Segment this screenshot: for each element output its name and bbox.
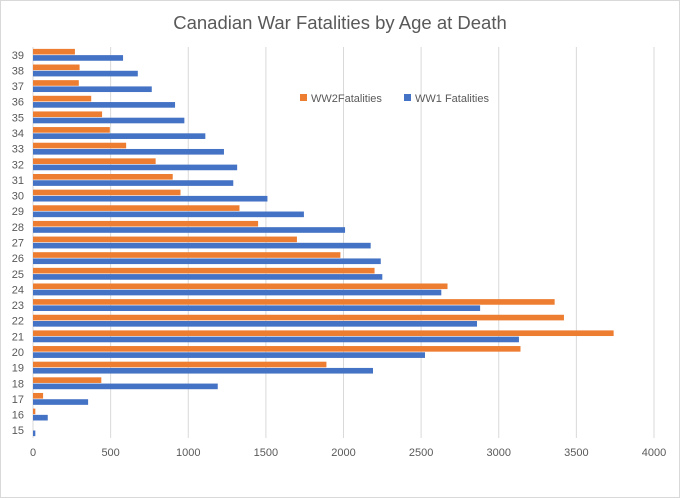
y-tick-label: 22 (12, 316, 24, 328)
x-tick-label: 3000 (487, 447, 511, 459)
bar-ww1 (33, 195, 268, 202)
y-tick-label: 23 (12, 300, 24, 312)
legend: WW2Fatalities WW1 Fatalities (300, 93, 489, 105)
bar-ww1 (33, 289, 442, 296)
y-tick-label: 24 (12, 284, 24, 296)
y-tick-label: 35 (12, 112, 24, 124)
y-tick-label: 16 (12, 410, 24, 422)
y-tick-label: 19 (12, 363, 24, 375)
bar-ww2 (33, 111, 103, 118)
y-tick-label: 17 (12, 394, 24, 406)
bar-ww2 (33, 267, 375, 274)
bar-ww1 (33, 211, 304, 218)
bar-ww2 (33, 158, 156, 164)
bar-ww2 (33, 361, 327, 368)
bar-ww1 (33, 321, 478, 327)
bar-ww1 (33, 102, 176, 108)
bars (33, 48, 614, 437)
bar-ww2 (33, 283, 448, 290)
bar-ww1 (33, 399, 89, 405)
x-tick-label: 3500 (564, 447, 588, 459)
x-tick-labels: 0 500 1000 1500 2000 2500 3000 3500 4000 (30, 447, 666, 459)
x-tick-label: 0 (30, 447, 36, 459)
bar-ww1 (33, 414, 48, 421)
y-tick-label: 26 (12, 253, 24, 265)
bar-ww2 (33, 173, 173, 180)
bar-ww1 (33, 352, 426, 358)
y-tick-label: 37 (12, 81, 24, 93)
bar-ww1 (33, 180, 234, 186)
bar-ww2 (33, 408, 36, 415)
bar-ww1 (33, 133, 206, 139)
bar-ww1 (33, 164, 238, 171)
bar-ww1 (33, 383, 218, 390)
y-tick-label: 39 (12, 50, 24, 62)
bar-ww1 (33, 305, 481, 312)
bar-ww1 (33, 55, 124, 61)
x-tick-label: 1500 (254, 447, 278, 459)
bar-ww1 (33, 117, 185, 124)
y-tick-label: 27 (12, 238, 24, 250)
x-tick-label: 500 (101, 447, 119, 459)
bar-ww2 (33, 377, 102, 383)
y-tick-labels: 15 16 17 18 19 20 21 22 23 24 25 26 27 28 29 30 31 32 33 34… (12, 50, 24, 437)
y-tick-label: 28 (12, 222, 24, 234)
y-tick-label: 31 (12, 175, 24, 187)
bar-ww1 (33, 242, 371, 249)
bar-ww1 (33, 227, 346, 233)
legend-swatch (300, 94, 307, 101)
bar-ww1 (33, 70, 138, 77)
bar-ww2 (33, 64, 80, 71)
bar-ww2 (33, 80, 79, 86)
bar-ww1 (33, 336, 519, 343)
bar-ww2 (33, 346, 521, 352)
y-tick-label: 32 (12, 159, 24, 171)
y-tick-label: 20 (12, 347, 24, 359)
y-tick-label: 33 (12, 144, 24, 156)
bar-ww2 (33, 236, 297, 243)
bar-ww2 (33, 314, 564, 321)
bar-ww2 (33, 392, 44, 399)
x-tick-label: 1000 (176, 447, 200, 459)
legend-label: WW2Fatalities (311, 93, 382, 105)
y-tick-label: 38 (12, 65, 24, 77)
bar-ww2 (33, 220, 259, 227)
legend-swatch (404, 94, 411, 101)
y-tick-label: 25 (12, 269, 24, 281)
bar-ww2 (33, 205, 240, 211)
chart-title: Canadian War Fatalities by Age at Death (173, 12, 507, 33)
bar-ww2 (33, 48, 75, 55)
y-tick-label: 36 (12, 97, 24, 109)
bar-ww1 (33, 148, 224, 155)
bar-ww1 (33, 258, 381, 265)
legend-label: WW1 Fatalities (415, 93, 489, 105)
x-tick-label: 2000 (331, 447, 355, 459)
bar-ww1 (33, 86, 152, 93)
bar-ww1 (33, 367, 373, 374)
y-tick-label: 34 (12, 128, 24, 140)
bar-ww2 (33, 252, 341, 258)
bar-ww2 (33, 127, 110, 133)
y-tick-label: 15 (12, 425, 24, 437)
bar-ww2 (33, 189, 181, 196)
bar-ww2 (33, 330, 614, 337)
y-tick-label: 18 (12, 378, 24, 390)
bar-ww1 (33, 430, 36, 437)
bar-ww2 (33, 142, 127, 149)
y-tick-label: 29 (12, 206, 24, 218)
bar-ww2 (33, 299, 555, 305)
x-tick-label: 4000 (642, 447, 666, 459)
x-tick-label: 2500 (409, 447, 433, 459)
bar-ww2 (33, 95, 92, 102)
bar-ww1 (33, 274, 383, 280)
y-tick-label: 21 (12, 331, 24, 343)
y-tick-label: 30 (12, 191, 24, 203)
